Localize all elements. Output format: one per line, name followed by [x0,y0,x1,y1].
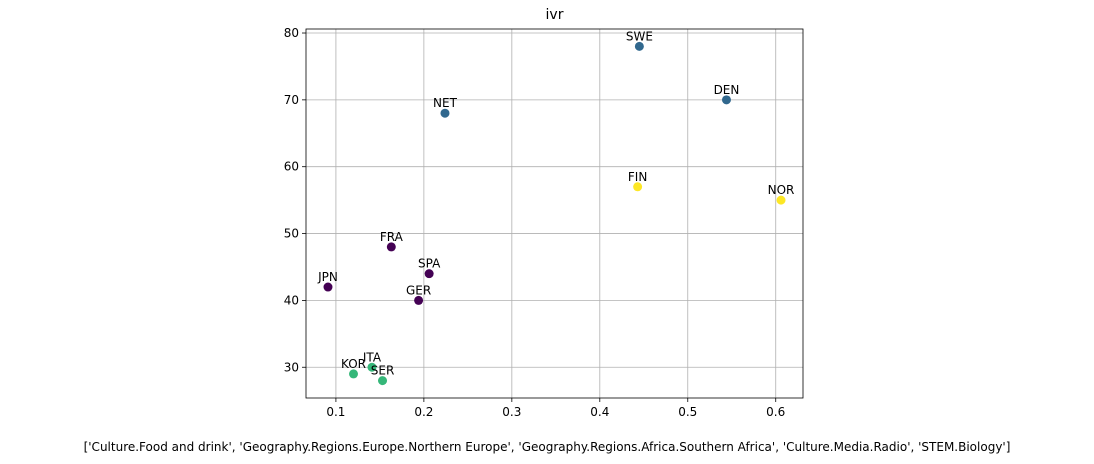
tick-layer: 0.1 0.2 0.3 0.4 0.5 0.6 30 40 50 60 70 80 [284,26,786,419]
data-point [378,376,388,386]
y-tick-label: 70 [284,93,299,107]
data-point [323,282,333,292]
point-label: FIN [628,170,647,184]
data-point [776,195,786,205]
point-label: FRA [380,230,404,244]
y-tick-label: 80 [284,26,299,40]
x-tick-label: 0.4 [590,405,609,419]
point-label: DEN [714,83,740,97]
point-label: NOR [768,183,795,197]
data-point [424,269,434,279]
data-point [367,362,377,372]
points-layer [323,41,786,386]
point-label: NET [433,96,458,110]
chart-title: ivr [546,7,564,23]
x-axis-label: ['Culture.Food and drink', 'Geography.Re… [84,440,1011,454]
data-point [721,95,731,105]
point-label: SWE [626,29,653,43]
plot-frame [305,28,804,399]
x-tick-label: 0.2 [414,405,433,419]
point-label: SPA [418,257,441,271]
point-label: SER [371,364,395,378]
point-label: GER [406,283,431,297]
x-tick-label: 0.5 [678,405,697,419]
data-point [634,41,644,51]
data-point [633,182,643,192]
data-point [349,369,359,379]
x-tick-label: 0.3 [502,405,521,419]
y-tick-label: 40 [284,293,299,307]
y-tick-label: 60 [284,160,299,174]
y-tick-label: 50 [284,227,299,241]
data-point [386,242,396,252]
grid-layer [306,29,803,398]
x-tick-label: 0.6 [766,405,785,419]
point-label: KOR [341,357,366,371]
y-tick-label: 30 [284,360,299,374]
point-label: JPN [317,270,338,284]
x-tick-label: 0.1 [326,405,345,419]
point-label: ITA [363,350,382,364]
data-point [414,295,424,305]
data-point [440,108,450,118]
